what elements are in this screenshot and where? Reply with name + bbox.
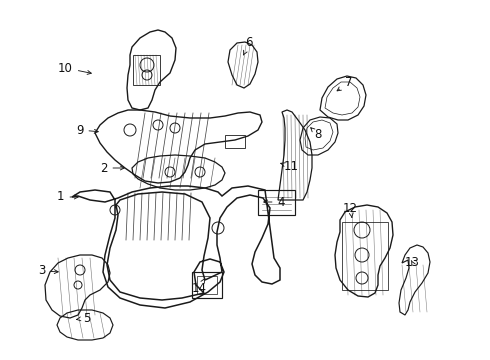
- Text: 4: 4: [264, 195, 285, 208]
- Text: 14: 14: [192, 279, 207, 294]
- Text: 3: 3: [38, 265, 58, 278]
- Text: 9: 9: [76, 123, 98, 136]
- Text: 2: 2: [100, 162, 124, 175]
- Text: 5: 5: [76, 311, 90, 324]
- Text: 10: 10: [58, 62, 91, 75]
- Text: 7: 7: [337, 77, 352, 91]
- Text: 8: 8: [311, 128, 322, 141]
- Text: 6: 6: [244, 36, 253, 55]
- Text: 12: 12: [343, 202, 358, 217]
- Text: 13: 13: [405, 256, 420, 270]
- Text: 11: 11: [281, 161, 299, 174]
- Text: 1: 1: [57, 190, 78, 203]
